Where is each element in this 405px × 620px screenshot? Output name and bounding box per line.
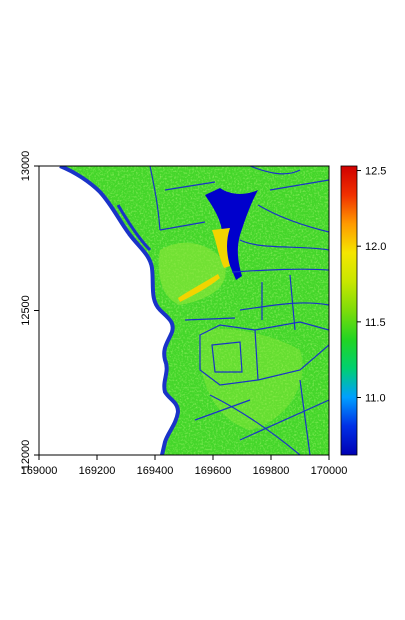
legend-tick-label: 11.5 [365,317,386,329]
upland-patch [158,242,226,305]
field-line [249,166,301,175]
x-tick-label: 169400 [137,465,174,477]
field-line [289,274,296,331]
field-line [269,179,329,191]
upland-patch-south [199,328,303,430]
colorbar-legend: 11.0 11.5 12.0 12.5 [340,165,386,456]
coastline [59,166,181,455]
field-line [254,321,329,331]
field-line [184,317,236,321]
elevation-raster [39,166,329,455]
field-boundaries [149,166,329,455]
field-line [159,221,206,231]
colorbar-ticks: 11.0 11.5 12.0 12.5 [357,166,386,405]
field-line [164,181,216,191]
x-tick-label: 169800 [253,465,290,477]
colorbar [340,165,358,456]
legend-tick-label: 11.0 [365,393,386,405]
field-line [194,399,251,421]
field-line [209,394,301,455]
field-line [149,166,161,231]
field-line [299,379,311,455]
x-tick-label: 169000 [21,465,58,477]
field-line [239,302,329,311]
field-line [257,204,329,233]
field-line [239,399,329,441]
y-tick-label: 13000 [20,151,32,182]
valley-high-streak [212,228,230,268]
y-tick-label: 12000 [20,440,32,471]
sea-area [39,166,178,455]
y-tick-label: 12500 [20,295,32,326]
y-axis: 12000 12500 13000 [20,151,39,471]
x-axis: 169000 169200 169400 169600 169800 170000 [21,455,348,477]
field-line [239,239,329,251]
legend-tick-label: 12.0 [365,241,386,253]
coastline-cliff [116,204,152,252]
field-line [231,268,329,273]
legend-tick-label: 12.5 [365,166,386,178]
valley-high-streak-2 [178,274,220,302]
valley-low-area [205,188,258,280]
x-tick-label: 169200 [79,465,116,477]
field-line [257,344,329,381]
field-line [211,341,243,373]
x-tick-label: 170000 [311,465,348,477]
x-tick-label: 169600 [195,465,232,477]
